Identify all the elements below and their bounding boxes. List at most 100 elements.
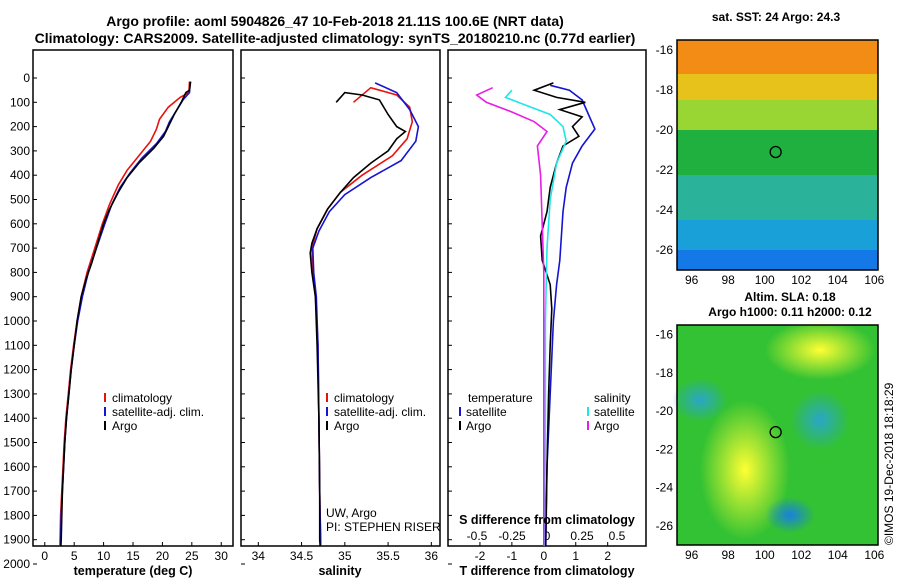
- legend-label-climatology: climatology: [112, 391, 172, 405]
- salinity-xtick-label: 34: [252, 549, 266, 563]
- depth-tick-label: 1000: [3, 314, 30, 328]
- sst-map: [676, 39, 879, 271]
- temperature-xtick-label: 15: [126, 549, 140, 563]
- difference-xtick-label: 0: [540, 549, 547, 563]
- diff-legend-salinity-0: salinity: [594, 391, 631, 405]
- sst-map-frame: [676, 39, 879, 271]
- sla-map-ytick-label: -18: [656, 366, 674, 380]
- s-difference-tick-label: -0.25: [498, 529, 526, 543]
- depth-tick-label: 900: [10, 290, 30, 304]
- difference-line-salinity-argo: [475, 86, 549, 546]
- temperature-xtick-label: 30: [215, 549, 229, 563]
- depth-tick-label: 1500: [3, 436, 30, 450]
- depth-tick-label: 2000: [3, 557, 30, 571]
- legend-label-satellite-adj-clim-: satellite-adj. clim.: [334, 405, 426, 419]
- sla-map-xtick-label: 98: [721, 548, 735, 562]
- depth-tick-label: 600: [10, 217, 30, 231]
- sla-title-line1: Altim. SLA: 0.18: [744, 290, 836, 304]
- sla-low-patch: [765, 497, 815, 533]
- diff-legend-salinity-1: satellite: [594, 405, 635, 419]
- s-difference-tick-label: -0.5: [467, 529, 488, 543]
- temperature-xlabel: temperature (deg C): [74, 564, 193, 578]
- depth-tick-label: 700: [10, 241, 30, 255]
- sla-map-xtick-label: 102: [791, 548, 811, 562]
- salinity-line-climatology: [311, 86, 414, 546]
- sst-map-ytick-label: -18: [656, 83, 674, 97]
- sst-band-green: [677, 130, 878, 175]
- sla-map-ytick-label: -22: [656, 442, 674, 456]
- depth-tick-label: 1800: [3, 508, 30, 522]
- sst-map-ytick-label: -24: [656, 203, 674, 217]
- sla-map-ytick-label: -16: [656, 328, 674, 342]
- difference-xtick-label: 1: [572, 549, 579, 563]
- legend-label-argo: Argo: [112, 419, 138, 433]
- sla-high-patch: [700, 400, 790, 540]
- difference-xtick-label: -2: [475, 549, 486, 563]
- sst-band-cyan: [677, 220, 878, 250]
- temperature-xtick-label: 20: [156, 549, 170, 563]
- sst-argo-location-marker: [769, 145, 782, 159]
- plot-title-line2: Climatology: CARS2009. Satellite-adjuste…: [34, 30, 636, 46]
- diff-legend-temperature-2: Argo: [466, 419, 492, 433]
- temperature-xtick-label: 10: [97, 549, 111, 563]
- depth-tick-label: 1600: [3, 460, 30, 474]
- legend-label-argo: Argo: [334, 419, 360, 433]
- s-difference-tick-label: 0.5: [609, 529, 626, 543]
- sst-map-xtick-label: 102: [791, 273, 811, 287]
- salinity-xlabel: salinity: [318, 564, 361, 578]
- salinity-xtick-label: 34.5: [290, 549, 314, 563]
- t-difference-xlabel: T difference from climatology: [459, 564, 634, 578]
- salinity-xtick-label: 35: [338, 549, 352, 563]
- difference-xtick-label: 2: [604, 549, 611, 563]
- diff-legend-temperature-0: temperature: [468, 391, 533, 405]
- sst-band-teal: [677, 175, 878, 220]
- sla-high-patch: [765, 320, 875, 380]
- depth-tick-label: 800: [10, 265, 30, 279]
- salinity-line-satellite-adj-clim-: [311, 82, 420, 546]
- depth-tick-label: 300: [10, 144, 30, 158]
- sla-map-ytick-label: -26: [656, 519, 674, 533]
- sla-low-patch: [672, 378, 728, 422]
- sla-map: [672, 320, 879, 546]
- s-difference-tick-label: 0.25: [570, 529, 594, 543]
- temperature-line-climatology: [59, 81, 191, 546]
- sst-map-ytick-label: -22: [656, 163, 674, 177]
- sst-map-ytick-label: -16: [656, 43, 674, 57]
- sst-band-lightgreen: [677, 100, 878, 130]
- depth-tick-label: 500: [10, 193, 30, 207]
- depth-tick-label: 1400: [3, 411, 30, 425]
- sst-map-xtick-label: 100: [755, 273, 775, 287]
- depth-tick-label: 1100: [4, 338, 30, 352]
- difference-panel-frame: [447, 49, 647, 547]
- sst-map-ytick-label: -20: [656, 123, 674, 137]
- temperature-line-satellite-adj-clim-: [59, 81, 191, 546]
- depth-tick-label: 200: [10, 120, 30, 134]
- salinity-annotation-line1: UW, Argo: [326, 506, 377, 520]
- depth-tick-label: 100: [10, 95, 30, 109]
- sst-band-warm: [677, 40, 878, 74]
- diff-legend-temperature-1: satellite: [466, 405, 507, 419]
- temperature-xtick-label: 25: [185, 549, 199, 563]
- temperature-xtick-label: 0: [41, 549, 48, 563]
- difference-xtick-label: -1: [507, 549, 518, 563]
- sst-map-xtick-label: 98: [721, 273, 735, 287]
- sla-map-xtick-label: 96: [685, 548, 699, 562]
- difference-line-temperature-argo: [531, 82, 586, 546]
- imos-credit: ©IMOS 19-Dec-2018 18:18:29: [882, 382, 896, 545]
- s-difference-xlabel: S difference from climatology: [459, 513, 635, 527]
- sst-title: sat. SST: 24 Argo: 24.3: [712, 10, 841, 24]
- sla-title-line2: Argo h1000: 0.11 h2000: 0.12: [708, 305, 872, 319]
- sst-map-ytick-label: -26: [656, 243, 674, 257]
- temperature-xtick-label: 5: [71, 549, 78, 563]
- sla-argo-location-marker: [769, 425, 782, 439]
- sst-band-yellow: [677, 74, 878, 100]
- sla-map-xtick-label: 100: [755, 548, 775, 562]
- difference-line-salinity-satellite: [504, 89, 568, 546]
- sla-map-ytick-label: -24: [656, 481, 674, 495]
- sla-map-frame: [676, 324, 879, 546]
- sst-map-xtick-label: 96: [685, 273, 699, 287]
- sla-map-xtick-label: 104: [828, 548, 848, 562]
- depth-tick-label: 1300: [3, 387, 30, 401]
- salinity-panel-frame: [240, 49, 441, 547]
